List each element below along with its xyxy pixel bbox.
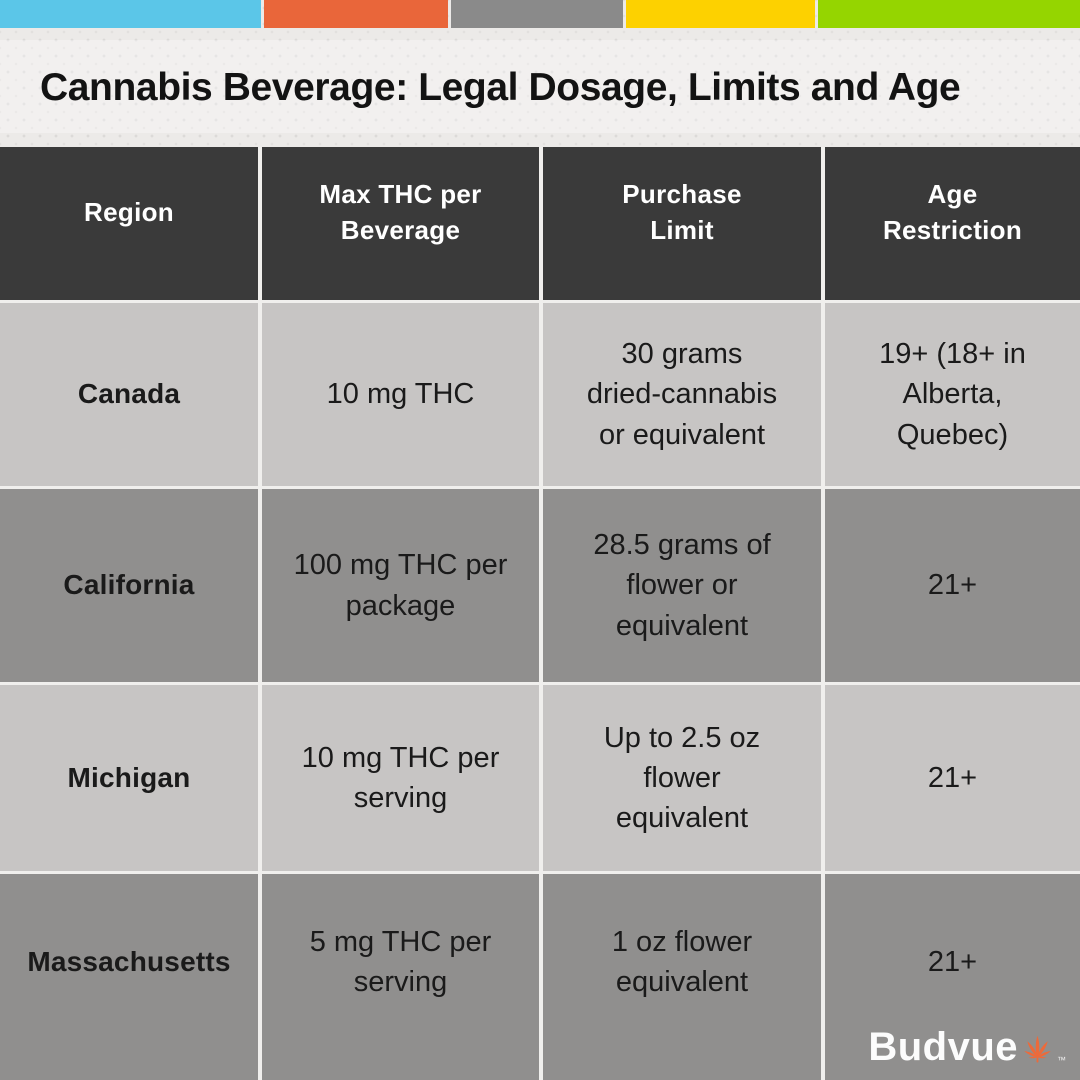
top-color-bar	[0, 0, 1080, 28]
topbar-segment-cyan	[0, 0, 261, 28]
legal-dosage-table: Region Max THC per Beverage Purchase Lim…	[0, 147, 1080, 1080]
cell-massachusetts-region: Massachusetts	[0, 874, 258, 1080]
cell-canada-purchase-limit: 30 grams dried-cannabis or equivalent	[543, 303, 821, 486]
topbar-segment-gray	[451, 0, 623, 28]
cell-canada-region: Canada	[0, 303, 258, 486]
cell-michigan-max-thc: 10 mg THC per serving	[262, 685, 539, 871]
cannabis-leaf-icon	[1024, 1035, 1051, 1063]
cell-michigan-purchase-limit: Up to 2.5 oz flower equivalent	[543, 685, 821, 871]
topbar-segment-orange	[264, 0, 448, 28]
cell-california-region: California	[0, 489, 258, 682]
cell-canada-max-thc: 10 mg THC	[262, 303, 539, 486]
trademark-symbol: ™	[1057, 1055, 1066, 1065]
cell-california-purchase-limit: 28.5 grams of flower or equivalent	[543, 489, 821, 682]
title-band: Cannabis Beverage: Legal Dosage, Limits …	[0, 28, 1080, 147]
cell-california-age-restriction: 21+	[825, 489, 1080, 682]
cell-michigan-age-restriction: 21+	[825, 685, 1080, 871]
col-header-region: Region	[0, 147, 258, 300]
topbar-segment-green	[818, 0, 1080, 28]
col-header-purchase-limit: Purchase Limit	[543, 147, 821, 300]
brand-logo: Budvue ™	[868, 1025, 1066, 1070]
cell-canada-age-restriction: 19+ (18+ in Alberta, Quebec)	[825, 303, 1080, 486]
page-title: Cannabis Beverage: Legal Dosage, Limits …	[40, 65, 961, 109]
cell-massachusetts-max-thc: 5 mg THC per serving	[262, 874, 539, 1080]
title-background-strip	[0, 40, 1080, 133]
cell-california-max-thc: 100 mg THC per package	[262, 489, 539, 682]
cell-michigan-region: Michigan	[0, 685, 258, 871]
topbar-segment-yellow	[626, 0, 815, 28]
col-header-age-restriction: Age Restriction	[825, 147, 1080, 300]
col-header-max-thc: Max THC per Beverage	[262, 147, 539, 300]
cell-massachusetts-purchase-limit: 1 oz flower equivalent	[543, 874, 821, 1080]
brand-name: Budvue	[868, 1025, 1018, 1069]
